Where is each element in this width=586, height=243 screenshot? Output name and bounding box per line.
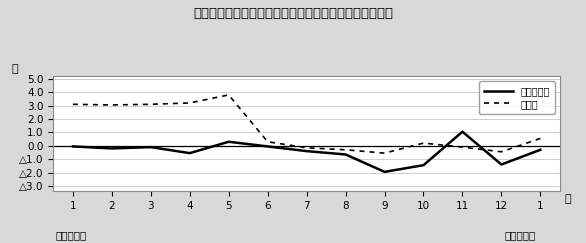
Legend: 調査産業計, 製造業: 調査産業計, 製造業 (479, 81, 555, 114)
Text: 月: 月 (565, 194, 571, 204)
Text: ％: ％ (11, 64, 18, 74)
Text: 平成１９年: 平成１９年 (56, 231, 87, 241)
Text: 平成２０年: 平成２０年 (505, 231, 536, 241)
Text: 第３図　常用雇用指数対前年比の推移（規模５人以上）: 第３図 常用雇用指数対前年比の推移（規模５人以上） (193, 7, 393, 20)
